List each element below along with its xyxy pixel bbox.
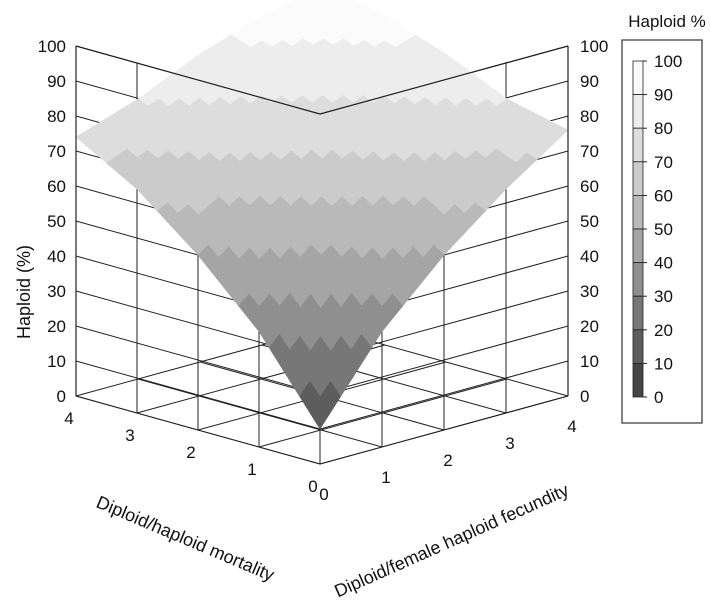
top-right-edge [319,45,569,115]
z-tick-label-left: 60 [47,177,66,196]
z-tick-label-right: 70 [580,142,599,161]
x-tick-label: 1 [381,468,390,487]
y-tick-label: 0 [308,477,317,496]
z-tick-label-right: 60 [580,177,599,196]
z-tick-label-right: 30 [580,282,599,301]
floor-gridline [258,378,508,448]
z-tick-label-left: 30 [47,282,66,301]
colorbar-swatch [632,329,644,364]
y-tick-label: 1 [247,460,256,479]
colorbar-swatch [632,94,644,129]
x-tick-label: 4 [567,417,576,436]
surface-patch [309,396,331,430]
y-tick-label: 4 [64,409,73,428]
colorbar-swatch [632,262,644,297]
colorbar-tick-label: 20 [654,321,673,340]
y-tick-label: 3 [125,426,134,445]
colorbar-tick-label: 10 [654,354,673,373]
z-tick-label-right: 0 [580,387,589,406]
x-tick-label: 3 [505,434,514,453]
y-axis-label: Diploid/haploid mortality [93,492,277,585]
z-tick-label-left: 80 [47,107,66,126]
colorbar-tick-label: 30 [654,287,673,306]
z-tick-label-right: 10 [580,352,599,371]
front-edges [75,45,569,396]
colorbar-swatch [632,228,644,263]
colorbar-tick-label: 70 [654,153,673,172]
z-tick-label-left: 70 [47,142,66,161]
z-tick-label-left: 100 [38,37,66,56]
z-tick-label-left: 90 [47,72,66,91]
colorbar-swatch [632,194,644,230]
top-left-edge [75,45,321,115]
colorbar-tick-label: 40 [654,254,673,273]
colorbar-swatch [632,362,644,398]
colorbar-tick-label: 90 [654,86,673,105]
surface [75,0,569,430]
colorbar-title: Haploid % [628,12,706,31]
z-tick-label-right: 20 [580,317,599,336]
z-tick-label-right: 80 [580,107,599,126]
colorbar-tick-label: 100 [654,52,682,71]
z-tick-label-left: 0 [57,387,66,406]
colorbar-swatch [632,127,644,163]
colorbar-swatches [632,60,644,398]
colorbar-swatch [632,295,644,331]
colorbar-swatch [632,60,644,95]
colorbar-swatch [632,161,644,196]
z-tick-label-left: 40 [47,247,66,266]
z-tick-label-right: 40 [580,247,599,266]
z-tick-label-left: 50 [47,212,66,231]
colorbar-tick-label: 0 [654,388,663,407]
z-tick-label-left: 20 [47,317,66,336]
z-axis-label: Haploid (%) [14,245,34,339]
colorbar-tick-label: 50 [654,220,673,239]
colorbar-frame [621,39,703,424]
colorbar-tick-label: 60 [654,186,673,205]
z-tick-label-right: 90 [580,72,599,91]
x-tick-label: 2 [443,451,452,470]
z-tick-label-right: 100 [580,37,608,56]
x-tick-label: 0 [319,485,328,504]
y-tick-label: 2 [186,443,195,462]
z-tick-label-left: 10 [47,352,66,371]
colorbar-tick-label: 80 [654,119,673,138]
floor-gridline [319,395,569,465]
x-axis-label: Diploid/female haploid fecundity [331,480,571,602]
z-tick-label-right: 50 [580,212,599,231]
